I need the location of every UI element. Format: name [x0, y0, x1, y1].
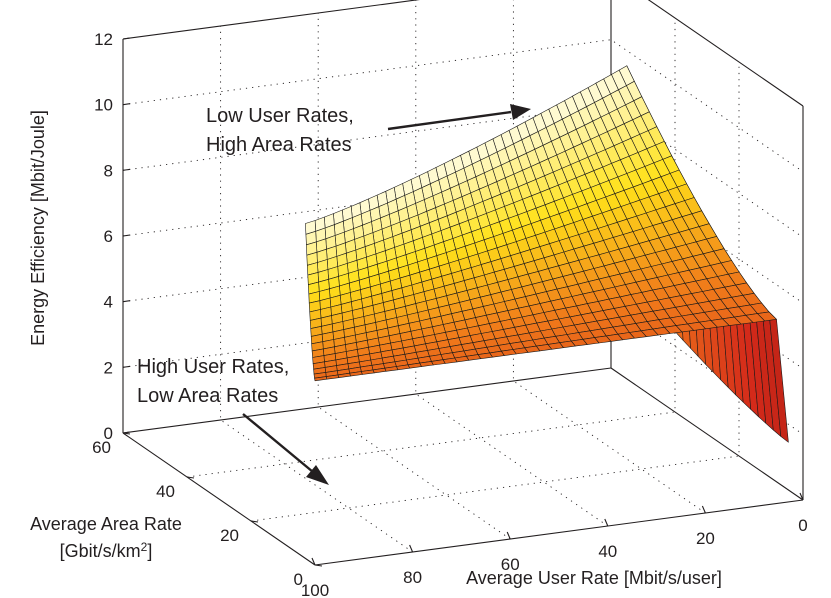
z-tick-label: 0	[104, 424, 113, 443]
tick-mark-y	[122, 432, 131, 435]
arrow-shaft-low-user	[387, 110, 512, 131]
z-tick-label: 10	[94, 96, 113, 115]
y-axis-label-line2: [Gbit/s/km2]	[60, 540, 153, 561]
z-axis-label: Energy Efficiency [Mbit/Joule]	[28, 110, 48, 346]
tick-mark-y	[314, 564, 323, 567]
x-tick-label: 60	[501, 555, 520, 574]
y-tick-label: 60	[92, 438, 111, 457]
tick-mark-y	[186, 476, 195, 479]
y-axis-unit-prefix: [Gbit/s/km	[60, 541, 141, 561]
z-tick-label: 2	[104, 358, 113, 377]
z-tick-label: 6	[104, 227, 113, 246]
tick-mark-z	[122, 300, 131, 303]
x-tick-label: 100	[301, 581, 329, 598]
annotation-high-user-line1: High User Rates,	[137, 356, 289, 378]
tick-mark-z	[122, 37, 131, 40]
tick-mark-z	[122, 168, 131, 171]
x-tick-label: 80	[403, 568, 422, 587]
y-tick-label: 20	[220, 526, 239, 545]
annotation-high-user-line2: Low Area Rates	[137, 385, 278, 407]
box-edge	[647, 0, 804, 107]
y-axis-unit-suffix: ]	[147, 541, 152, 561]
annotation-low-user-line2: High Area Rates	[206, 134, 352, 156]
annotation-arrow-low-user	[387, 104, 531, 131]
tick-mark-z	[122, 103, 131, 106]
tick-mark-x	[701, 505, 706, 514]
annotation-arrow-high-user	[242, 413, 329, 485]
x-tick-label: 0	[798, 516, 807, 535]
x-tick-label: 20	[696, 529, 715, 548]
surface-plot	[305, 65, 789, 443]
tick-mark-y	[250, 520, 259, 523]
box-edge	[122, 0, 420, 40]
annotation-low-user-line1: Low User Rates,	[206, 105, 354, 127]
surface-facet	[314, 376, 328, 382]
tick-labels: 0 2 4 6 8 10 12 100 80 60 40 20 0 0 20 40 60	[92, 30, 808, 598]
z-tick-label: 12	[94, 30, 113, 49]
z-tick-label: 8	[104, 161, 113, 180]
tick-mark-z	[122, 365, 131, 368]
y-axis-unit-superscript: 2	[141, 540, 148, 554]
tick-mark-z	[122, 234, 131, 237]
tick-mark-x	[604, 518, 609, 527]
arrow-head-high-user	[306, 465, 329, 485]
tick-mark-x	[506, 531, 511, 540]
z-tick-label: 4	[104, 293, 113, 312]
y-tick-label: 0	[294, 570, 303, 589]
axes-box-front	[122, 37, 804, 567]
box-edge	[122, 367, 612, 434]
box-edge	[314, 499, 804, 566]
x-tick-label: 40	[598, 542, 617, 561]
arrow-shaft-high-user	[242, 413, 314, 473]
x-axis-label: Average User Rate [Mbit/s/user]	[466, 568, 722, 588]
box-edge	[610, 367, 804, 501]
tick-mark-x	[799, 492, 804, 501]
y-axis-label-line1: Average Area Rate	[30, 514, 182, 534]
arrow-head-low-user	[510, 104, 531, 120]
y-tick-label: 40	[156, 482, 175, 501]
tick-mark-x	[311, 557, 316, 566]
tick-mark-x	[409, 544, 414, 553]
box-edge	[122, 432, 316, 566]
